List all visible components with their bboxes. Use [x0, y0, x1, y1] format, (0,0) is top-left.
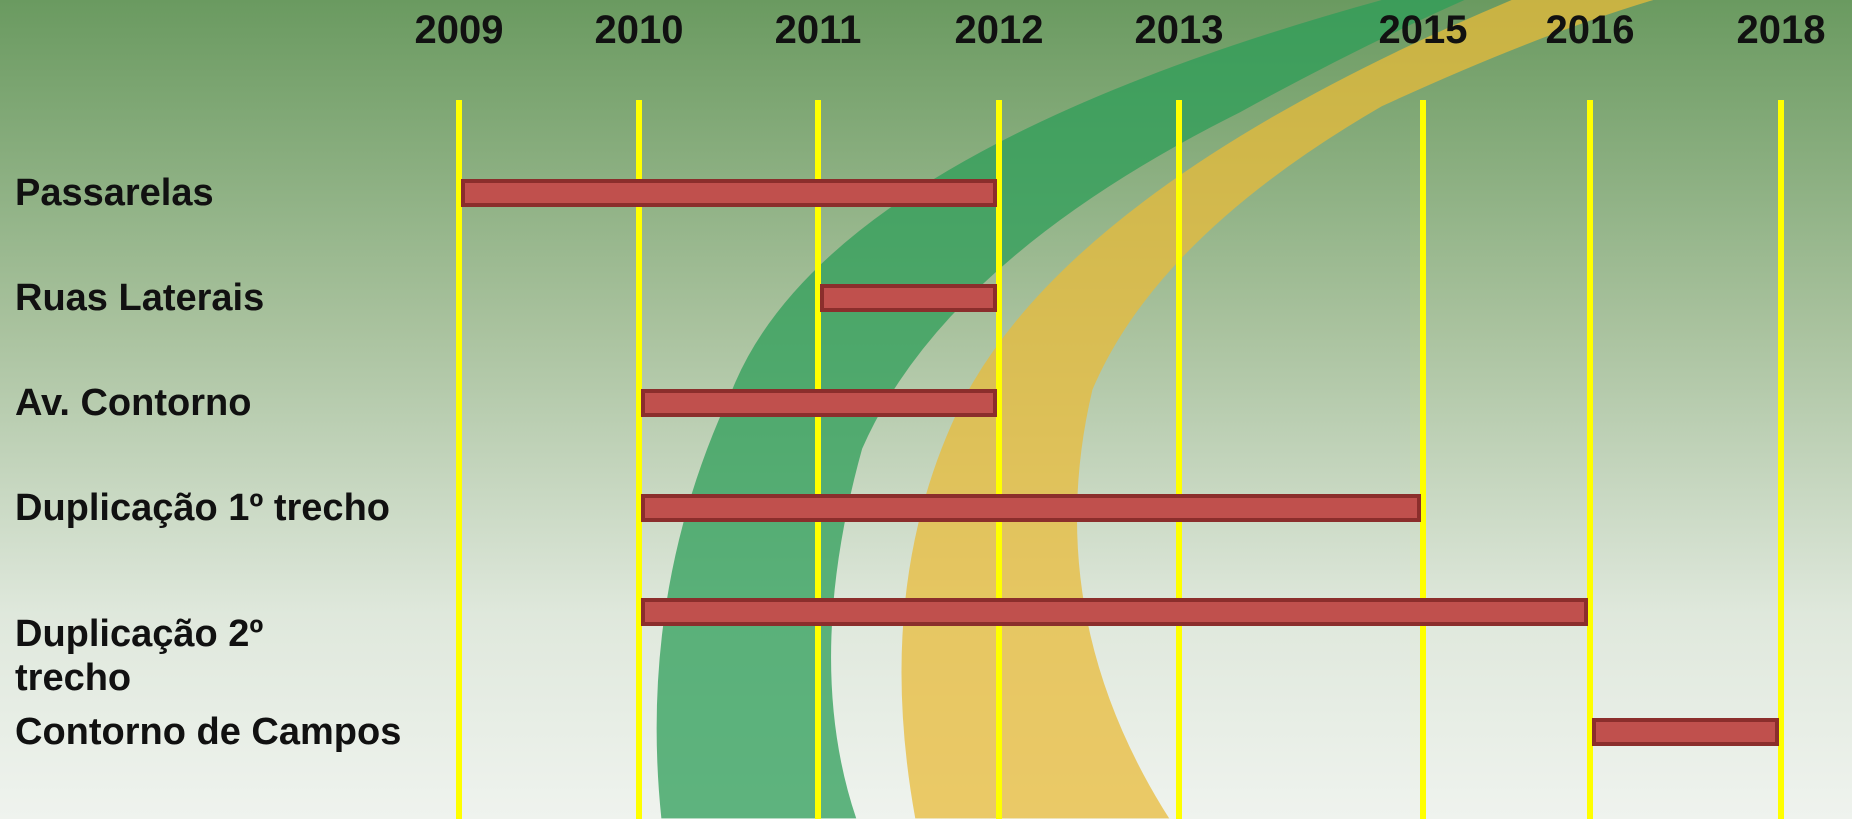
bar: [463, 181, 995, 205]
x-tick-label: 2013: [1135, 8, 1224, 53]
task-label: Contorno de Campos: [15, 710, 455, 754]
task-label: Ruas Laterais: [15, 276, 455, 320]
yellow-swoosh: [901, 0, 1653, 818]
x-tick-label: 2016: [1546, 8, 1635, 53]
x-tick-label: 2009: [415, 8, 504, 53]
task-label: Av. Contorno: [15, 381, 455, 425]
x-tick-label: 2010: [595, 8, 684, 53]
x-tick-label: 2015: [1379, 8, 1468, 53]
task-label: Passarelas: [15, 171, 455, 215]
bar: [1594, 720, 1777, 744]
bar: [822, 286, 995, 310]
task-label: Duplicação 2º trecho: [15, 612, 315, 700]
bar: [643, 496, 1419, 520]
bar: [643, 600, 1586, 624]
x-tick-label: 2018: [1737, 8, 1826, 53]
chart: 2009 2010 2011 2012 2013 2015 2016 2018 Passarel…: [0, 0, 1852, 819]
x-tick-label: 2012: [955, 8, 1044, 53]
task-label: Duplicação 1º trecho: [15, 486, 455, 530]
x-tick-label: 2011: [775, 8, 862, 53]
bar: [643, 391, 995, 415]
